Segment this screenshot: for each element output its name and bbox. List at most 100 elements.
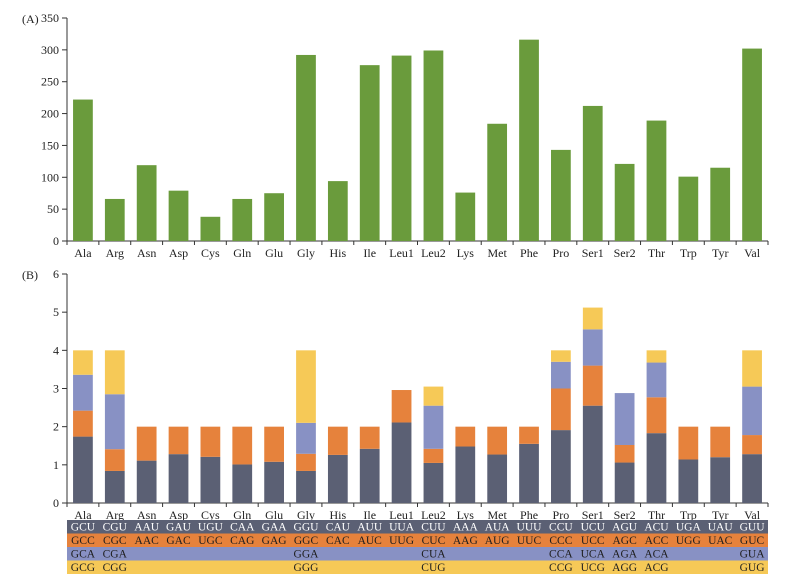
stack-met-1 [487,454,508,503]
stack-arg-2 [104,449,125,471]
stack-gly-3 [296,422,316,454]
x-tick-label: Gln [233,508,251,522]
stack-phe-1 [519,443,539,503]
codon-cell: ACU [644,522,669,534]
codon-cell: GUG [740,562,765,574]
panel-label: (B) [22,268,38,282]
y-tick-label: 0 [53,496,59,510]
x-tick-label: Asp [169,246,188,260]
stack-thr-4 [646,350,667,363]
bar-leu2 [423,50,444,241]
x-tick-label: Ala [74,246,92,260]
bar-ala [73,99,93,241]
codon-cell: CGG [103,562,127,574]
bar-gly [296,54,316,241]
codon-row-3 [67,547,768,561]
stack-leu2-3 [423,405,444,449]
x-tick-label: His [330,508,347,522]
codon-cell: ACG [644,562,668,574]
codon-cell: GAG [262,535,287,547]
codon-cell: CUA [421,549,446,561]
codon-cell: UCU [581,522,606,534]
stack-arg-1 [104,470,125,503]
codon-cell: UCG [581,562,605,574]
stack-ile-2 [359,426,380,449]
stack-cys-2 [200,426,221,457]
codon-row-2 [67,533,768,547]
bar-phe [519,39,539,241]
x-tick-label: Thr [648,246,665,260]
stack-lys-1 [455,446,476,503]
codon-row-1 [67,520,768,534]
stack-val-4 [742,350,762,387]
codon-cell: UAU [708,522,734,534]
stack-lys-2 [455,426,476,447]
bar-ile [359,65,380,241]
bar-asn [136,165,157,241]
stack-pro-3 [551,361,571,389]
codon-cell: CAU [326,522,351,534]
x-tick-label: Gly [297,508,315,522]
stack-leu2-2 [423,448,444,463]
stack-leu2-1 [423,462,444,503]
stack-tyr-2 [710,426,731,458]
codon-cell: AGA [612,549,638,561]
codon-table: GCU CGU AAU GAU UGU CAA GAA GGU CAU AUU UUA CUU AAA A… [67,520,768,574]
x-tick-label: Met [487,508,507,522]
stack-ala-3 [73,374,93,411]
y-tick-label: 5 [53,305,59,319]
x-tick-label: Ala [74,508,92,522]
codon-cell: UUC [517,535,542,547]
codon-cell: CCU [549,522,573,534]
x-tick-label: Asn [137,246,156,260]
stack-glu-2 [264,426,284,462]
y-tick-label: 200 [41,107,59,121]
x-tick-label: Val [744,508,761,522]
x-tick-label: Glu [265,508,283,522]
codon-cell: AUA [485,522,511,534]
stack-trp-1 [678,459,699,503]
codon-cell: AUC [358,535,383,547]
x-tick-label: Arg [106,246,124,260]
stack-ser1-2 [582,365,603,406]
stack-asn-2 [136,426,157,461]
stack-cys-1 [200,456,221,503]
codon-cell: CUC [422,535,446,547]
y-tick-label: 150 [41,138,59,152]
codon-cell: GCA [71,549,96,561]
stack-leu1-1 [391,422,412,503]
stack-trp-2 [678,426,699,460]
x-tick-label: Ser2 [614,508,636,522]
y-tick-label: 100 [41,170,59,184]
codon-cell: AUG [485,535,510,547]
bar-asp [168,190,189,241]
codon-cell: GUC [740,535,765,547]
codon-cell: UGG [676,535,701,547]
codon-cell: CUU [421,522,446,534]
y-tick-label: 4 [53,343,59,357]
x-tick-label: Thr [648,508,665,522]
stack-ser2-1 [614,462,635,503]
x-tick-label: Leu2 [421,246,446,260]
bar-glu [264,193,284,241]
codon-cell: UGC [198,535,223,547]
stack-arg-4 [104,350,125,395]
x-tick-label: Cys [201,508,220,522]
stack-gln-1 [232,464,253,503]
stack-asp-2 [168,426,189,455]
codon-cell: GCG [71,562,95,574]
stack-met-2 [487,426,508,455]
bar-his [327,181,348,241]
codon-cell: AGU [612,522,638,534]
stack-ala-4 [73,350,93,375]
codon-cell: CGA [103,549,128,561]
y-tick-label: 250 [41,75,59,89]
x-tick-label: Pro [553,508,570,522]
codon-cell: AAA [453,522,479,534]
bar-met [487,123,508,241]
codon-cell: CUG [421,562,445,574]
codon-cell: CGC [103,535,127,547]
x-tick-label: Lys [457,246,475,260]
codon-cell: ACC [645,535,669,547]
stack-pro-2 [551,388,571,431]
